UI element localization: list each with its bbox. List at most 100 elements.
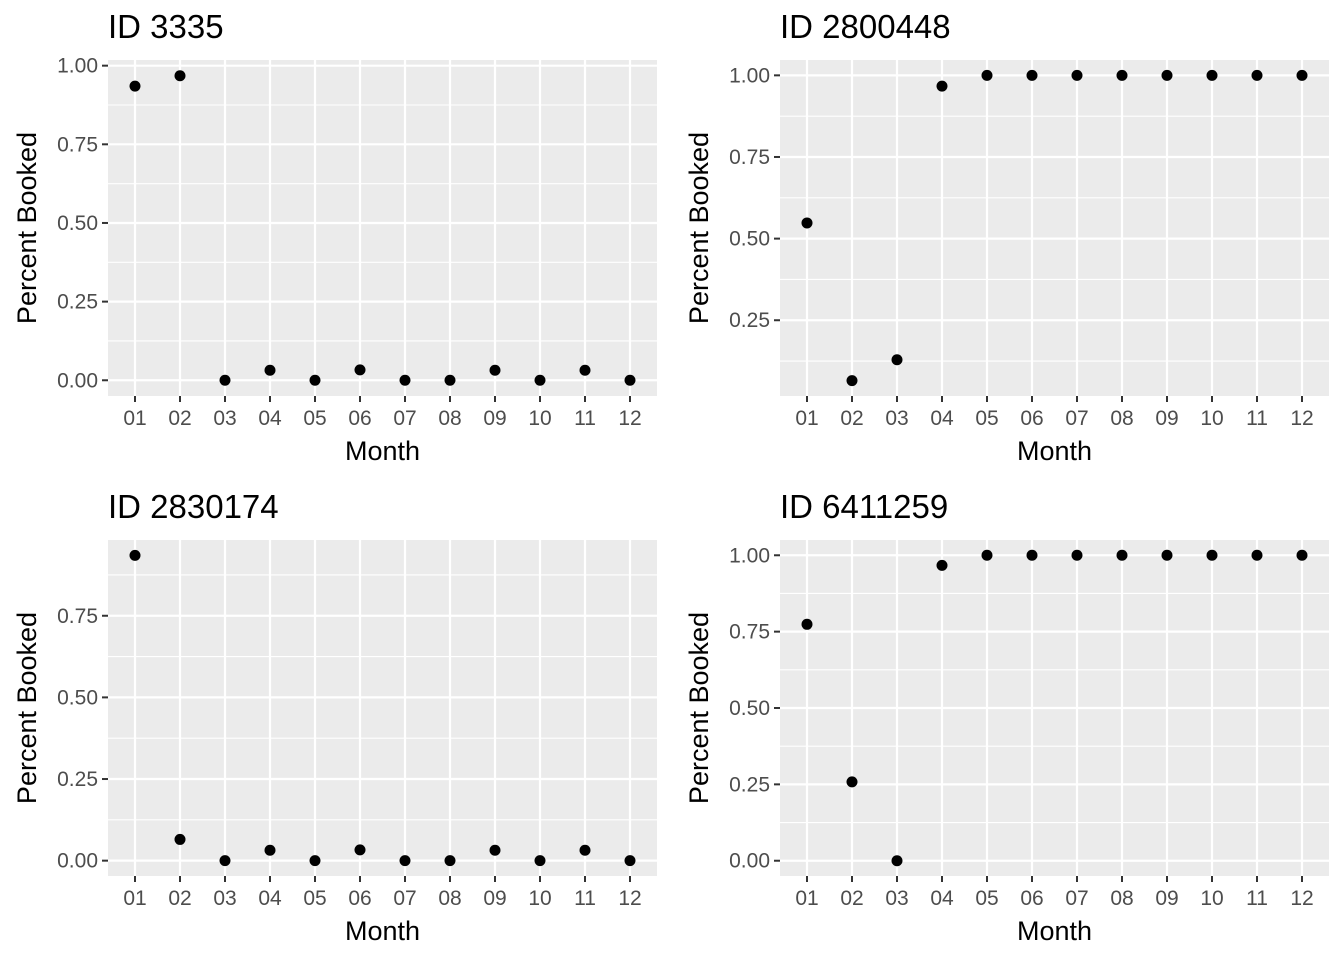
x-axis-title: Month [1017, 916, 1092, 946]
data-point [399, 855, 411, 867]
x-tick-label: 08 [1110, 887, 1133, 910]
data-point [1116, 69, 1128, 81]
x-tick-label: 10 [1200, 887, 1223, 910]
x-tick-label: 05 [303, 407, 326, 430]
data-point [354, 364, 366, 376]
x-tick-label: 06 [1020, 887, 1043, 910]
y-axis-title: Percent Booked [12, 612, 42, 804]
x-tick-label: 01 [795, 887, 818, 910]
x-tick-label: 08 [438, 407, 461, 430]
x-tick-label: 07 [393, 407, 416, 430]
data-point [264, 364, 276, 376]
data-point [981, 69, 993, 81]
x-tick-label: 01 [795, 407, 818, 430]
x-tick-label: 05 [975, 887, 998, 910]
x-tick-label: 10 [1200, 407, 1223, 430]
panel-3: 0.00 0.25 0.50 0.75 01 02 03 04 05 06 07 08 09 10 11 12… [12, 488, 657, 946]
data-point [1071, 549, 1083, 561]
x-tick-label: 12 [1290, 887, 1313, 910]
x-tick-label: 09 [1155, 887, 1178, 910]
data-point [444, 374, 456, 386]
y-tick-label: 0.00 [57, 369, 98, 392]
data-point [936, 80, 948, 92]
data-point [399, 374, 411, 386]
data-point [1251, 549, 1263, 561]
x-tick-label: 12 [618, 887, 641, 910]
x-tick-label: 03 [885, 887, 908, 910]
data-point [1071, 69, 1083, 81]
y-tick-label: 1.00 [729, 64, 770, 87]
y-tick-label: 0.50 [57, 212, 98, 235]
x-axis-title: Month [1017, 436, 1092, 466]
data-point [891, 354, 903, 366]
data-point [489, 844, 501, 856]
x-tick-label: 09 [483, 887, 506, 910]
x-axis-title: Month [345, 916, 420, 946]
data-point [309, 855, 321, 867]
x-tick-label: 11 [574, 407, 596, 430]
y-tick-label: 0.75 [729, 146, 770, 169]
data-point [891, 855, 903, 867]
x-tick-label: 05 [975, 407, 998, 430]
y-axis-title: Percent Booked [684, 132, 714, 324]
x-tick-label: 09 [483, 407, 506, 430]
y-axis-title: Percent Booked [12, 132, 42, 324]
x-tick-label: 04 [258, 887, 282, 910]
y-tick-label: 0.25 [729, 773, 770, 796]
plot-background [780, 60, 1329, 396]
x-tick-label: 07 [1065, 887, 1088, 910]
data-point [1251, 69, 1263, 81]
x-tick-label: 03 [213, 887, 236, 910]
data-point [174, 833, 186, 845]
x-tick-label: 10 [528, 887, 551, 910]
panel-4: 0.00 0.25 0.50 0.75 1.00 01 02 03 04 05 06 07 08 09 10… [684, 488, 1329, 946]
x-tick-label: 03 [885, 407, 908, 430]
y-tick-label: 1.00 [729, 544, 770, 567]
y-tick-label: 0.25 [57, 291, 98, 314]
data-point [1161, 69, 1173, 81]
data-point [579, 364, 591, 376]
data-point [1296, 549, 1308, 561]
data-point [624, 855, 636, 867]
x-tick-label: 02 [168, 407, 191, 430]
y-axis-title: Percent Booked [684, 612, 714, 804]
y-tick-label: 0.50 [729, 697, 770, 720]
x-axis-title: Month [345, 436, 420, 466]
x-tick-label: 02 [840, 887, 863, 910]
data-point [1026, 69, 1038, 81]
y-tick-label: 0.50 [729, 228, 770, 251]
y-tick-label: 0.75 [57, 605, 98, 628]
x-tick-label: 04 [258, 407, 282, 430]
plot-background [108, 60, 657, 396]
data-point [579, 844, 591, 856]
data-point [801, 217, 813, 229]
x-tick-label: 12 [618, 407, 641, 430]
data-point [489, 364, 501, 376]
x-tick-label: 06 [348, 407, 371, 430]
data-point [624, 374, 636, 386]
plot-background [108, 540, 657, 876]
data-point [444, 855, 456, 867]
x-tick-label: 01 [123, 407, 146, 430]
data-point [534, 855, 546, 867]
data-point [981, 549, 993, 561]
data-point [534, 374, 546, 386]
panel-title: ID 2830174 [108, 488, 279, 525]
y-tick-label: 0.50 [57, 686, 98, 709]
x-tick-label: 11 [1246, 887, 1268, 910]
data-point [1206, 549, 1218, 561]
panel-2: 0.25 0.50 0.75 1.00 01 02 03 04 05 06 07 08 09 10 11 12… [684, 8, 1329, 466]
data-point [1161, 549, 1173, 561]
x-tick-label: 03 [213, 407, 236, 430]
x-tick-label: 10 [528, 407, 551, 430]
x-tick-label: 11 [574, 887, 596, 910]
x-tick-label: 07 [393, 887, 416, 910]
data-point [801, 618, 813, 630]
data-point [1026, 549, 1038, 561]
data-point [309, 374, 321, 386]
data-point [936, 559, 948, 571]
y-tick-label: 0.00 [57, 850, 98, 873]
x-tick-label: 04 [930, 887, 954, 910]
data-point [174, 70, 186, 82]
data-point [1116, 549, 1128, 561]
